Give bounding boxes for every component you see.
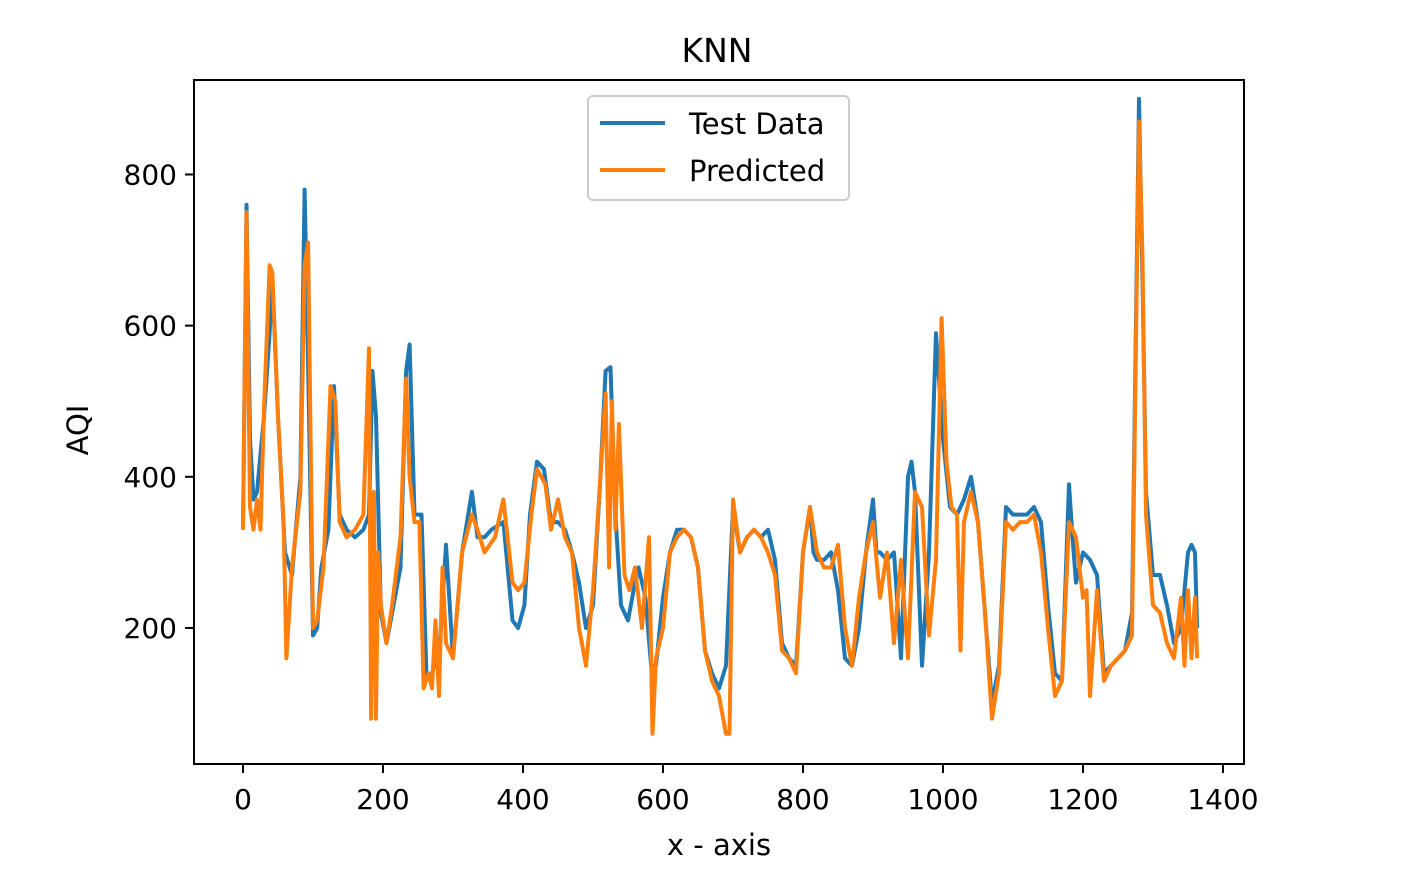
x-tick-label: 1000 — [907, 783, 978, 816]
plot-area-frame — [193, 79, 1245, 765]
legend-label-test-data: Test Data — [688, 107, 825, 141]
x-axis-label: x - axis — [667, 828, 771, 862]
y-tick-label: 600 — [124, 310, 177, 343]
x-axis-ticks: 0 200 400 600 800 1000 1200 1400 — [234, 764, 1259, 816]
y-axis-label: AQI — [61, 405, 95, 456]
chart-title: KNN — [681, 31, 752, 70]
x-tick-label: 800 — [776, 783, 829, 816]
x-tick-label: 200 — [356, 783, 409, 816]
series-layer — [241, 96, 1200, 736]
x-tick-label: 600 — [636, 783, 689, 816]
legend-label-predicted: Predicted — [689, 154, 825, 188]
y-tick-label: 200 — [124, 612, 177, 645]
series-line-predicted — [241, 119, 1200, 736]
legend: Test Data Predicted — [587, 95, 850, 201]
y-tick-label: 400 — [124, 461, 177, 494]
y-tick-label: 800 — [124, 158, 177, 191]
x-tick-label: 1200 — [1047, 783, 1118, 816]
x-tick-label: 1400 — [1187, 783, 1258, 816]
x-tick-label: 0 — [234, 783, 252, 816]
x-tick-label: 400 — [496, 783, 549, 816]
y-axis-ticks: 200 400 600 800 — [124, 158, 194, 645]
